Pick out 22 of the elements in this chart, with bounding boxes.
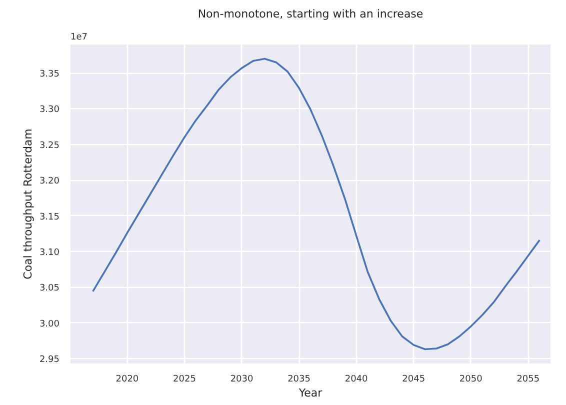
x-tick-label: 2040 — [344, 374, 368, 384]
x-tick-label: 2035 — [288, 374, 310, 384]
y-tick-label: 3.35 — [39, 70, 60, 80]
x-tick-label: 2020 — [116, 374, 139, 384]
x-tick-label: 2045 — [402, 374, 426, 384]
y-tick-label: 3.10 — [39, 248, 60, 258]
y-tick-label: 3.30 — [39, 105, 60, 116]
x-tick-label: 2055 — [516, 374, 540, 384]
x-axis-title: Year — [298, 386, 323, 400]
y-tick-label: 2.95 — [39, 355, 60, 366]
y-axis-title: Coal throughput Rotterdam — [21, 128, 34, 280]
line-series — [92, 58, 541, 350]
y-tick-label: 3.25 — [39, 140, 60, 151]
y-tick-label: 3.20 — [39, 176, 60, 187]
x-tick-label: 2050 — [459, 374, 483, 384]
y-tick-label: 3.00 — [39, 319, 60, 330]
y-tick-label: 3.15 — [39, 212, 60, 222]
y-tick-label: 3.05 — [39, 284, 60, 294]
text: 1e7 — [70, 32, 88, 42]
x-tick-label: 2025 — [173, 374, 196, 384]
x-tick-label: 2030 — [230, 374, 254, 384]
chart-title: Non-monotone, starting with an increase — [198, 8, 424, 20]
